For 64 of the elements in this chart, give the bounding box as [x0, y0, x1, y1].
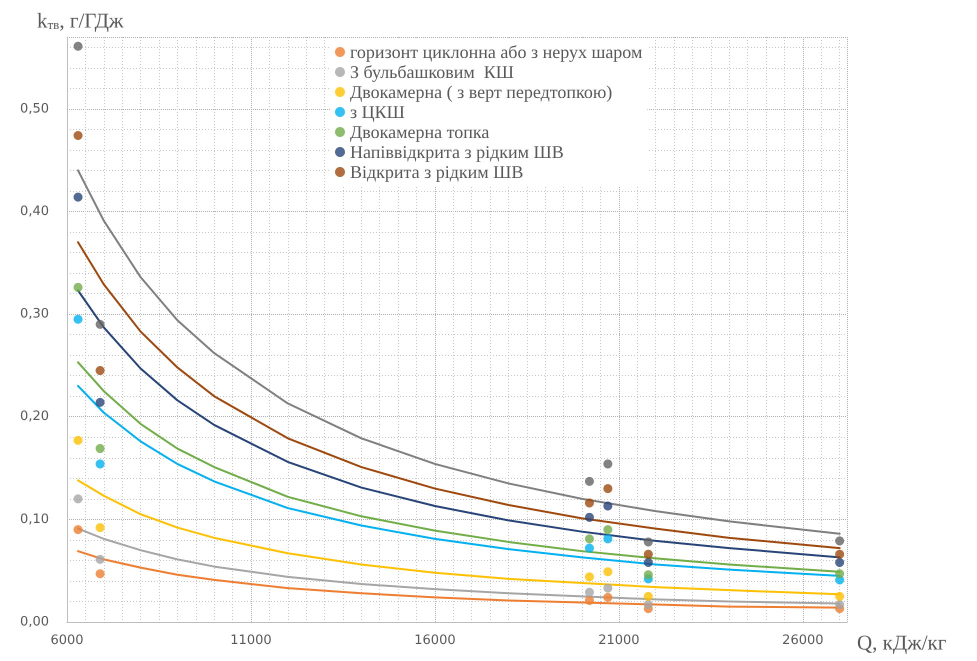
- point: [96, 554, 105, 564]
- point: [603, 502, 612, 511]
- point: [603, 592, 612, 602]
- point: [584, 544, 594, 553]
- point: [584, 596, 594, 605]
- x-axis-title: Q, кДж/кг: [857, 630, 947, 654]
- y-tick-label: 0,20: [20, 409, 49, 424]
- x-tick-label: 21000: [598, 633, 640, 648]
- point: [835, 600, 844, 610]
- y-tick-label: 0,40: [20, 204, 49, 219]
- point: [74, 525, 83, 534]
- x-tick-label: 26000: [782, 633, 824, 648]
- point: [74, 314, 83, 324]
- point: [644, 592, 653, 601]
- x-tick-label: 6000: [50, 633, 84, 648]
- point: [584, 588, 594, 597]
- point: [74, 436, 83, 445]
- legend-label: з ЦКШ: [350, 102, 405, 122]
- legend-label: Напіввідкрита з рідким ШВ: [350, 142, 564, 162]
- y-tick-label: 0,00: [20, 614, 49, 630]
- point: [584, 512, 594, 522]
- legend-label: горизонт циклонна або з нерух шаром: [350, 42, 642, 62]
- point: [603, 525, 612, 534]
- point: [96, 459, 105, 468]
- point: [603, 459, 612, 468]
- point: [74, 131, 83, 140]
- point: [644, 570, 653, 580]
- point: [835, 536, 844, 546]
- point: [835, 569, 844, 578]
- point: [835, 550, 844, 559]
- point: [603, 584, 612, 593]
- point: [603, 567, 612, 576]
- point: [584, 476, 594, 486]
- point: [74, 282, 83, 292]
- point: [96, 569, 105, 578]
- point: [74, 192, 83, 202]
- y-axis-title: kтв, г/ГДж: [37, 8, 124, 32]
- legend-label: Двокамерна топка: [350, 122, 490, 142]
- point: [584, 572, 594, 582]
- point: [584, 498, 594, 508]
- point: [96, 366, 105, 376]
- legend-label: Двокамерна ( з верт передтопкою): [350, 82, 612, 102]
- legend-label: З бульбашковим КШ: [350, 62, 514, 82]
- point: [74, 42, 83, 51]
- point: [96, 523, 105, 532]
- point: [835, 558, 844, 567]
- legend-label: Відкрита з рідким ШВ: [350, 162, 524, 182]
- y-tick-label: 0,30: [20, 306, 49, 322]
- x-tick-label: 16000: [414, 633, 456, 648]
- point: [96, 320, 105, 329]
- point: [603, 534, 612, 544]
- point: [644, 550, 653, 559]
- point: [96, 444, 105, 454]
- y-tick-label: 0,50: [20, 101, 49, 116]
- point: [644, 600, 653, 610]
- point: [835, 592, 844, 601]
- point: [74, 494, 83, 504]
- point: [644, 537, 653, 546]
- x-tick-label: 11000: [230, 633, 272, 648]
- point: [644, 558, 653, 567]
- point: [584, 534, 594, 544]
- y-tick-label: 0,10: [20, 512, 49, 527]
- point: [603, 484, 612, 494]
- point: [96, 398, 105, 407]
